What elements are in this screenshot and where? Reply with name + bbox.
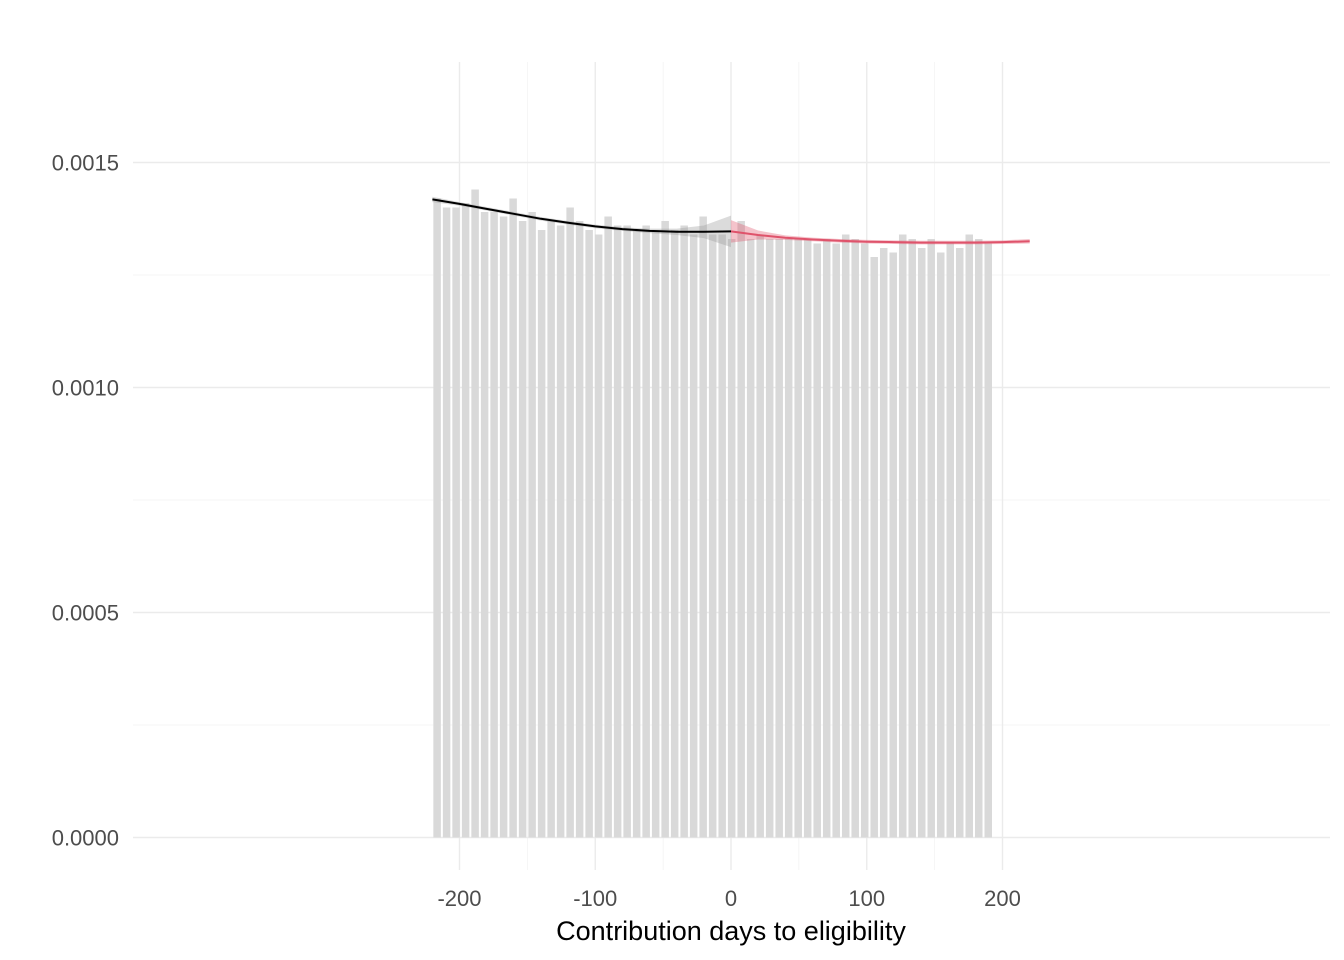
histogram-bar xyxy=(955,248,964,838)
y-tick-label: 0.0000 xyxy=(52,826,119,851)
histogram-bar xyxy=(746,239,755,838)
x-tick-label: -100 xyxy=(573,886,617,911)
histogram-bar xyxy=(680,225,688,838)
histogram-bar xyxy=(461,203,470,838)
histogram-bar xyxy=(822,239,831,838)
histogram-bar xyxy=(499,216,508,838)
histogram-bar xyxy=(718,234,726,838)
histogram-bar xyxy=(547,221,555,838)
y-tick-label: 0.0010 xyxy=(52,376,119,401)
histogram-bars xyxy=(433,189,992,838)
histogram-bar xyxy=(737,221,745,838)
histogram-bar xyxy=(594,234,603,838)
histogram-bar xyxy=(908,239,916,838)
histogram-bar xyxy=(879,248,888,838)
histogram-bar xyxy=(756,234,764,838)
histogram-bar xyxy=(898,234,907,838)
histogram-bar xyxy=(936,252,945,838)
x-tick-label: -200 xyxy=(437,886,481,911)
histogram-bar xyxy=(889,252,897,838)
histogram-bar xyxy=(566,207,574,838)
y-axis-ticks: 0.0000 0.0005 0.0010 0.0015 xyxy=(52,151,119,851)
histogram-bar xyxy=(775,239,783,838)
histogram-bar xyxy=(946,243,954,838)
histogram-bar xyxy=(442,207,451,838)
histogram-bar xyxy=(851,239,859,838)
histogram-bar xyxy=(670,230,679,838)
right-fit-line xyxy=(730,230,1030,244)
histogram-bar xyxy=(699,216,707,838)
histogram-bar xyxy=(841,234,850,838)
histogram-bar xyxy=(870,257,878,838)
x-tick-label: 200 xyxy=(984,886,1021,911)
histogram-bar xyxy=(623,225,631,838)
histogram-bar xyxy=(433,198,441,838)
histogram-bar xyxy=(642,225,650,838)
histogram-bar xyxy=(765,239,774,838)
histogram-bar xyxy=(813,243,821,838)
histogram-bar xyxy=(661,221,669,838)
x-tick-label: 100 xyxy=(848,886,885,911)
left-fit-line xyxy=(432,198,732,233)
histogram-bar xyxy=(480,212,489,838)
histogram-bar xyxy=(471,189,479,838)
y-tick-label: 0.0015 xyxy=(52,151,119,176)
histogram-bar xyxy=(509,198,517,838)
histogram-bar xyxy=(604,216,612,838)
histogram-bar xyxy=(860,243,869,838)
histogram-bar xyxy=(708,234,717,838)
fit-lines xyxy=(432,198,1030,244)
histogram-bar xyxy=(832,243,840,838)
histogram-bar xyxy=(556,225,565,838)
histogram-bar xyxy=(974,239,983,838)
histogram-bar xyxy=(965,234,973,838)
histogram-bar xyxy=(613,225,622,838)
histogram-bar xyxy=(803,239,812,838)
histogram-bar xyxy=(794,239,802,838)
histogram-bar xyxy=(927,239,935,838)
histogram-bar xyxy=(575,221,584,838)
histogram-bar xyxy=(984,243,992,838)
histogram-bar xyxy=(632,230,641,838)
histogram-bar xyxy=(585,230,593,838)
histogram-bar xyxy=(784,239,793,838)
histogram-bar xyxy=(537,230,546,838)
histogram-bar xyxy=(689,234,698,838)
histogram-bar xyxy=(518,221,527,838)
histogram-bar xyxy=(727,239,736,838)
histogram-bar xyxy=(917,248,926,838)
histogram-bar xyxy=(490,212,498,838)
x-tick-label: 0 xyxy=(725,886,737,911)
histogram-bar xyxy=(452,207,460,838)
y-tick-label: 0.0005 xyxy=(52,601,119,626)
x-axis-title: Contribution days to eligibility xyxy=(556,916,906,946)
histogram-bar xyxy=(528,212,536,838)
x-axis-ticks: -200 -100 0 100 200 xyxy=(437,886,1020,911)
histogram-bar xyxy=(651,230,660,838)
